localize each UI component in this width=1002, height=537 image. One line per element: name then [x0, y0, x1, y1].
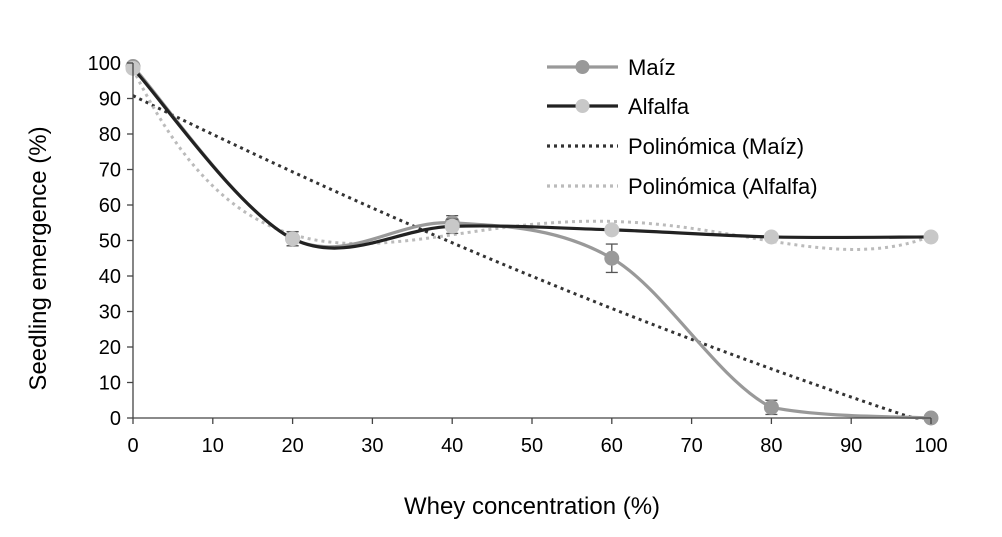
y-tick-label: 40 — [99, 266, 121, 288]
x-tick-label: 60 — [601, 435, 623, 457]
y-tick-label: 50 — [99, 231, 121, 253]
y-tick-label: 70 — [99, 160, 121, 182]
x-tick-label: 40 — [441, 435, 463, 457]
point-alfalfa — [763, 229, 779, 245]
y-tick-label: 30 — [99, 302, 121, 324]
y-tick-label: 20 — [99, 337, 121, 359]
y-tick-label: 10 — [99, 373, 121, 395]
point-alfalfa — [285, 231, 301, 247]
point-maiz — [763, 399, 779, 415]
y-tick-label: 0 — [110, 408, 121, 430]
y-tick-label: 60 — [99, 195, 121, 217]
legend-label-poly-alfalfa: Polinómica (Alfalfa) — [628, 174, 818, 199]
x-tick-label: 90 — [840, 435, 862, 457]
x-tick-label: 80 — [760, 435, 782, 457]
series-line-maiz — [131, 65, 932, 420]
trendline-maiz — [132, 94, 931, 420]
x-tick-label: 0 — [127, 435, 138, 457]
plot-area — [125, 59, 939, 426]
y-tick-label: 100 — [88, 53, 121, 75]
x-axis: 0 10 20 30 40 50 60 70 80 90 100 — [127, 417, 948, 457]
series-line-alfalfa — [131, 67, 932, 250]
x-tick-label: 100 — [914, 435, 947, 457]
legend-marker-maiz — [575, 60, 590, 74]
y-axis: 0 10 20 30 40 50 60 70 80 90 100 — [88, 53, 134, 430]
x-tick-label: 50 — [521, 435, 543, 457]
x-tick-label: 10 — [202, 435, 224, 457]
legend-label-alfalfa: Alfalfa — [628, 94, 690, 119]
y-tick-label: 80 — [99, 124, 121, 146]
y-axis-title: Seedling emergence (%) — [25, 126, 52, 390]
trendline-alfalfa — [131, 68, 932, 251]
point-alfalfa — [444, 218, 460, 234]
x-axis-title: Whey concentration (%) — [404, 493, 660, 520]
point-alfalfa — [923, 229, 939, 245]
legend-label-poly-maiz: Polinómica (Maíz) — [628, 134, 804, 159]
legend-marker-alfalfa — [575, 99, 590, 113]
x-tick-label: 70 — [680, 435, 702, 457]
y-tick-label: 90 — [99, 89, 121, 111]
point-maiz — [604, 250, 620, 266]
x-tick-label: 20 — [281, 435, 303, 457]
legend-label-maiz: Maíz — [628, 55, 676, 80]
point-alfalfa — [604, 222, 620, 238]
legend: Maíz Alfalfa Polinómica (Maíz) Polinómica (… — [547, 55, 818, 199]
x-tick-label: 30 — [361, 435, 383, 457]
